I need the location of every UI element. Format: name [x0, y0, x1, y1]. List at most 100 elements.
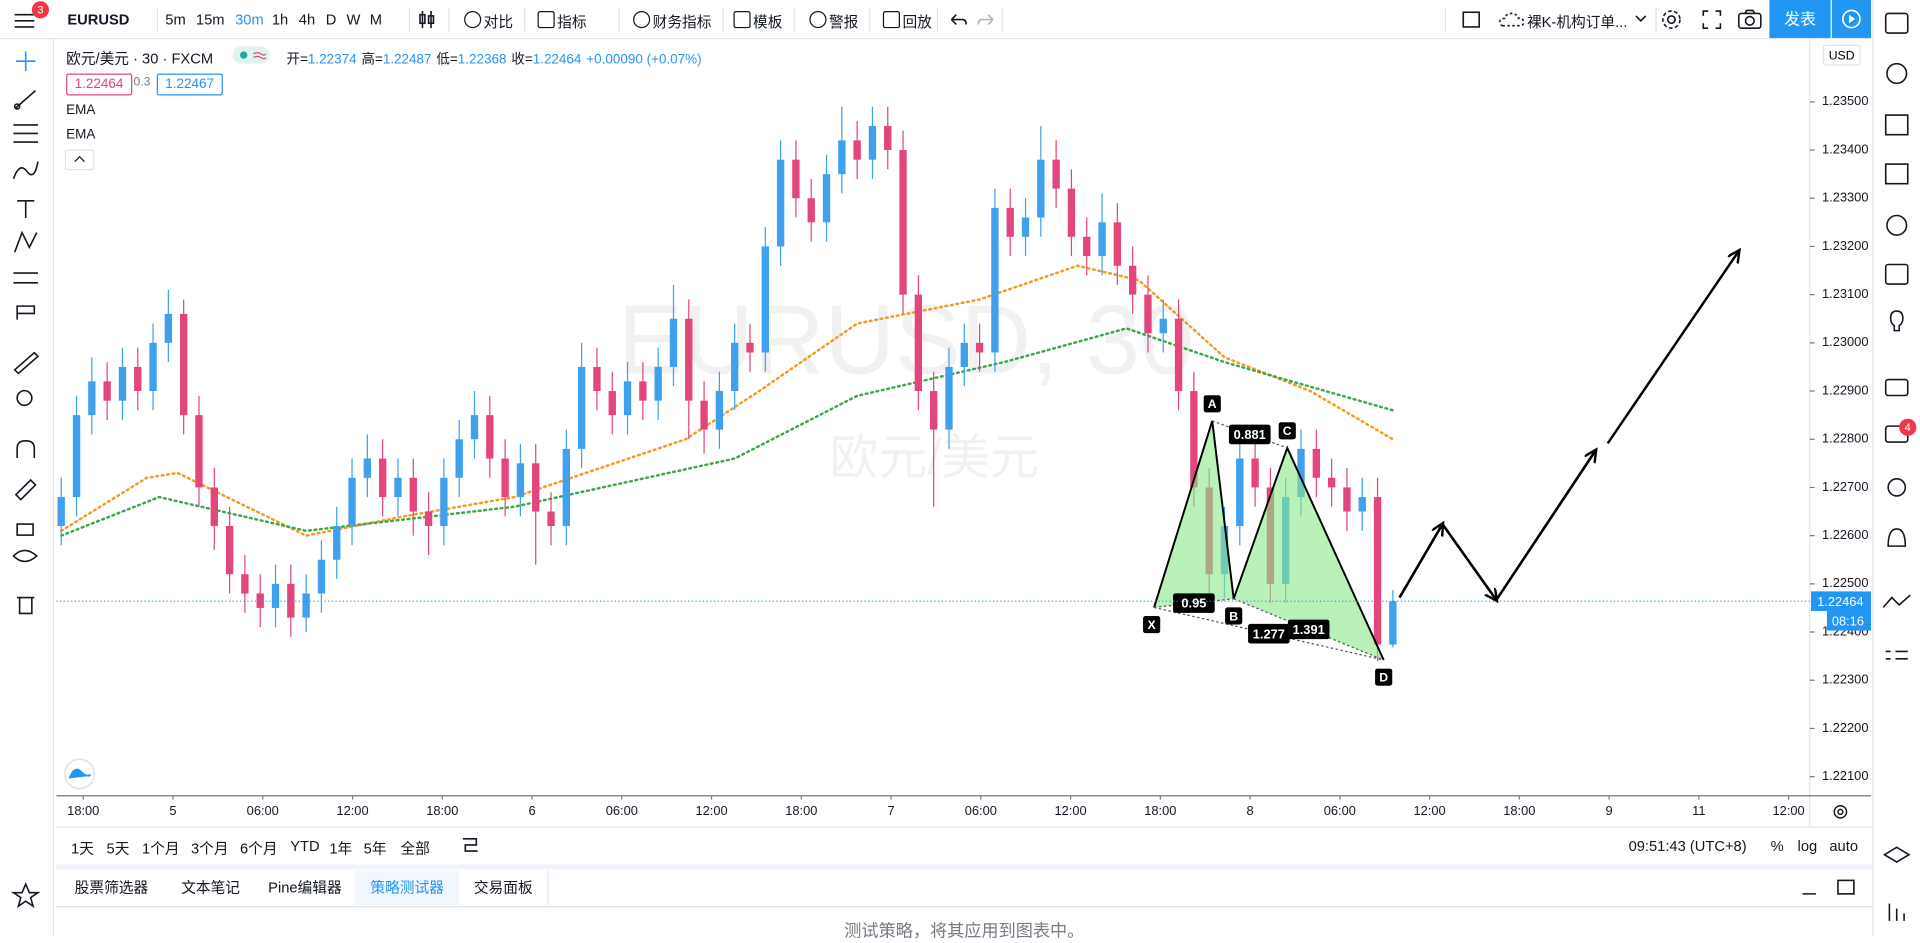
publish-button[interactable]: 发表 [1769, 0, 1831, 38]
candle-body [256, 593, 264, 608]
indicator-name[interactable]: EMA [66, 127, 96, 143]
symbol-search[interactable]: EURUSD [67, 11, 130, 29]
snapshot-icon[interactable] [1736, 7, 1763, 31]
candle-type-icon[interactable] [416, 9, 438, 31]
undo-redo[interactable] [948, 10, 997, 30]
candle-body [593, 366, 601, 392]
text-tool[interactable] [17, 200, 35, 218]
ruler-tool[interactable] [13, 351, 40, 375]
prediction-tool[interactable] [13, 272, 38, 284]
calendar-icon[interactable] [1884, 263, 1909, 285]
ratio-box [1173, 593, 1215, 613]
play-button[interactable] [1831, 0, 1872, 38]
bid-box[interactable]: 1.22464 [66, 73, 132, 96]
toolbar-button[interactable]: 模板 [753, 13, 783, 31]
watchlist-icon[interactable] [1884, 12, 1909, 34]
ideas-icon[interactable] [1889, 310, 1904, 332]
zoom-tool[interactable] [16, 389, 33, 407]
panel-message: 测试策略，将其应用到图表中。 [844, 920, 1085, 941]
news-icon[interactable] [1884, 114, 1909, 136]
range-button[interactable]: 1天 [71, 840, 94, 858]
panel-controls[interactable] [1795, 877, 1868, 899]
y-tick-label: 1.23300 [1822, 190, 1868, 205]
candle-body [1083, 236, 1091, 257]
brush-tool[interactable] [12, 161, 39, 180]
pattern-tool[interactable] [13, 230, 38, 253]
spread: 0.3 [133, 75, 151, 90]
trendline-dot [13, 103, 21, 110]
fullscreen-icon[interactable] [1700, 7, 1724, 31]
interval-button[interactable]: D [325, 11, 337, 29]
go-to-date[interactable] [459, 835, 481, 855]
plot-area: 0.881 0.95 1.277 1.391 X A B C D [56, 106, 1810, 686]
interval-button[interactable]: 5m [165, 11, 186, 29]
interval-button[interactable]: 4h [298, 11, 316, 29]
range-button[interactable]: 1个月 [142, 840, 180, 858]
toolbar-separator [156, 7, 158, 32]
favorites-tool[interactable] [10, 882, 41, 908]
panel-tab[interactable]: 股票筛选器 [56, 870, 168, 905]
scale-option[interactable]: auto [1829, 837, 1858, 855]
layers-icon[interactable] [1882, 846, 1911, 863]
interval-button[interactable]: 30m [235, 11, 264, 29]
layout-name[interactable]: 裸K-机构订单... [1526, 13, 1628, 31]
candle-body [746, 342, 754, 353]
range-button[interactable]: 5天 [106, 840, 130, 858]
trading-icon[interactable] [1882, 594, 1911, 608]
range-button[interactable]: 6个月 [240, 840, 278, 858]
depth-icon[interactable] [1888, 903, 1905, 921]
ratio-label: 0.95 [1181, 596, 1206, 611]
interval-button[interactable]: 15m [195, 11, 225, 29]
panel-tab[interactable]: 交易面板 [459, 870, 549, 905]
fib-tool[interactable] [13, 124, 38, 143]
toolbar-button[interactable]: 财务指标 [652, 13, 712, 31]
range-button[interactable]: YTD [290, 837, 320, 855]
toolbar-button[interactable]: 指标 [557, 13, 587, 31]
menu-button[interactable] [12, 10, 39, 32]
settings-icon[interactable] [1659, 7, 1683, 31]
collapse-legend[interactable] [64, 149, 95, 171]
interval-button[interactable]: 1h [271, 11, 289, 29]
chat-icon[interactable] [1884, 378, 1909, 397]
delete-tool[interactable] [17, 596, 35, 615]
cross-tool[interactable] [15, 51, 36, 72]
panel-tab[interactable]: 策略测试器 [355, 870, 461, 905]
scale-option[interactable]: log [1797, 837, 1818, 855]
layout-chevron[interactable] [1633, 12, 1648, 24]
scale-option[interactable]: % [1770, 837, 1784, 855]
ask-box[interactable]: 1.22467 [156, 73, 223, 96]
y-tick-label: 1.22900 [1822, 382, 1868, 397]
toolbar-button[interactable]: 回放 [902, 13, 932, 31]
layout-checkbox[interactable] [1461, 10, 1483, 30]
magnet-tool[interactable] [16, 440, 36, 458]
y-tick-label: 1.23100 [1822, 286, 1868, 301]
range-button[interactable]: 3个月 [191, 840, 229, 858]
order-panel-icon[interactable] [1885, 650, 1908, 660]
range-bar-border [56, 826, 1873, 828]
hide-tool[interactable] [12, 549, 38, 563]
notifications-icon[interactable] [1887, 528, 1907, 547]
support-icon[interactable] [1887, 477, 1907, 497]
lock-tool[interactable] [16, 523, 34, 536]
range-button[interactable]: 1年 [329, 840, 353, 858]
indicator-name[interactable]: EMA [66, 102, 96, 118]
time-axis-settings[interactable] [1833, 804, 1848, 819]
hotlist-icon[interactable] [1886, 214, 1908, 236]
interval-button[interactable]: W [346, 11, 361, 29]
draw-mode-tool[interactable] [14, 478, 37, 501]
toolbar-button[interactable]: 警报 [828, 13, 859, 31]
x-tick-label: 12:00 [1054, 803, 1086, 818]
candle-body [1373, 497, 1382, 645]
hide-drawings-button[interactable] [64, 758, 96, 790]
candle-body [149, 342, 157, 392]
toolbar-button[interactable]: 对比 [483, 13, 514, 31]
range-button[interactable]: 全部 [400, 840, 430, 858]
panel-tab[interactable]: Pine编辑器 [254, 870, 357, 905]
y-tick-label: 1.22500 [1822, 575, 1868, 590]
interval-button[interactable]: M [369, 11, 383, 29]
alerts-clock-icon[interactable] [1886, 62, 1908, 85]
data-window-icon[interactable] [1884, 163, 1909, 185]
range-button[interactable]: 5年 [363, 840, 387, 858]
icons-tool[interactable] [16, 305, 36, 320]
panel-tab[interactable]: 文本笔记 [166, 870, 256, 905]
